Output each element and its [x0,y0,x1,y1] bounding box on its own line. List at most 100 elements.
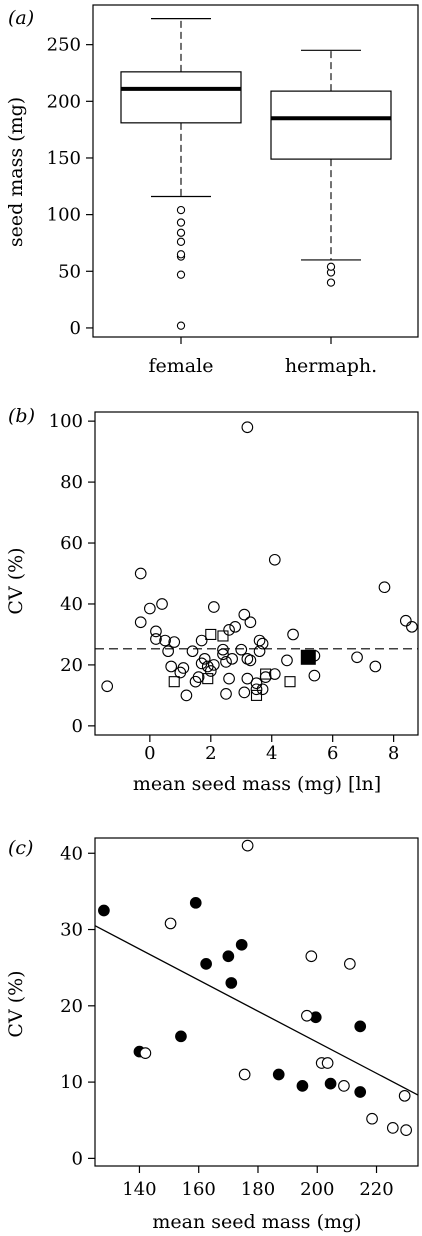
panel-b-y-tick-label: 60 [60,533,83,554]
panel-c-y-axis-title: CV (%) [5,970,27,1037]
outlier-point [176,205,186,215]
panel-a-label: (a) [8,7,34,29]
filled-circle-point [222,950,235,963]
open-circle-point [268,668,281,680]
open-circle-point [250,677,263,690]
open-circle-point [165,660,178,673]
filled-circle-point [324,1077,337,1090]
filled-circle-point [354,1086,367,1098]
outlier-point [176,250,186,259]
open-circle-point [168,636,181,648]
panel-c-y-tick-label: 30 [60,920,83,941]
outlier-point [176,218,186,227]
panel-c: (c) CV (%) mean seed mass (mg) 0 10 20 30 40… [5,837,419,1233]
open-circle-point [378,581,391,594]
open-circle-point [301,1009,313,1022]
outlier-point [176,270,186,279]
panel-b-x-axis-title: mean seed mass (mg) [ln] [133,773,381,795]
panel-c-x-tick-label: 220 [359,1179,393,1200]
open-circle-point [399,614,412,627]
panel-c-y-tick-label: 20 [60,996,83,1017]
filled-square-point [300,649,316,665]
panel-a-y-tick-label: 100 [47,205,81,226]
open-circle-point [162,645,174,658]
filled-circle-point [189,896,202,909]
open-circle-point [150,625,162,638]
open-circle-point [386,1122,399,1134]
panel-b-y-tick-label: 40 [60,594,83,615]
panel-c-points [94,839,419,1136]
panel-c-label: (c) [8,837,33,859]
panel-a-tick-labels: 0 50 100 150 200 250 female hermaph. [47,35,378,377]
open-circle-point [253,634,266,647]
panel-b-y-tick-label: 80 [60,472,83,493]
open-circle-point [207,659,220,671]
panel-c-tick-labels: 0 10 20 30 40 140 160 180 200 220 [60,843,394,1200]
open-circle-point [398,1089,411,1102]
open-circle-point [369,660,382,673]
open-circle-point [156,598,168,610]
panel-b-y-axis-title: CV (%) [5,547,27,614]
panel-a: (a) seed mass (mg) 0 50 100 150 200 250 female… [5,4,419,377]
open-circle-point [256,637,269,650]
panel-b-points [95,421,418,702]
panel-a-plot-frame [92,4,419,338]
panel-c-y-tick-label: 0 [72,1148,83,1169]
open-circle-point [139,1047,152,1059]
open-circle-point [366,1112,378,1125]
open-square-point [250,689,263,701]
open-circle-point [143,602,156,615]
open-circle-point [241,421,254,434]
panel-c-x-tick-label: 180 [241,1179,275,1200]
panel-b-plot-frame [94,411,419,736]
open-circle-point [229,620,242,633]
open-circle-point [192,671,205,683]
open-circle-point [238,686,251,699]
filled-circle-point [175,1030,187,1043]
panel-c-x-tick-label: 200 [300,1179,334,1200]
open-circle-point [250,683,263,696]
outlier-point [176,321,186,330]
filled-circle-point [225,977,238,989]
open-circle-point [134,567,147,580]
open-square-point [217,630,229,642]
box-iqr [120,71,242,124]
open-circle-point [244,616,257,629]
open-circle-point [238,1068,251,1081]
open-circle-point [400,1124,412,1136]
panel-a-y-tick-label: 250 [47,35,81,56]
regression-line [94,925,419,1096]
open-square-point [168,676,180,688]
open-circle-point [180,689,193,702]
open-square-point [284,676,296,688]
open-circle-point [235,643,248,656]
open-circle-point [159,634,171,647]
open-circle-point [204,665,217,677]
open-circle-point [217,643,229,656]
filled-circle-point [98,904,110,917]
open-circle-point [351,651,363,664]
open-circle-point [241,839,254,852]
open-circle-point [238,608,251,621]
panel-b-x-tick-label: 2 [205,743,216,764]
open-circle-point [226,652,238,665]
open-circle-point [220,688,232,700]
open-circle-point [220,656,232,668]
open-circle-point [281,654,293,667]
open-circle-point [223,624,235,636]
open-circle-point [150,633,162,645]
panel-c-x-tick-label: 140 [122,1179,156,1200]
open-square-point [205,628,217,640]
open-circle-point [256,683,269,696]
open-circle-point [406,620,418,633]
open-circle-point [134,616,147,629]
open-circle-point [164,917,177,930]
outlier-point [176,228,186,237]
outlier-point [326,262,336,271]
panel-b-x-tick-label: 0 [144,743,155,764]
panel-b-y-tick-label: 0 [72,716,83,737]
panel-b-axes [88,411,419,742]
open-circle-point [101,680,114,693]
filled-circle-point [272,1068,285,1081]
